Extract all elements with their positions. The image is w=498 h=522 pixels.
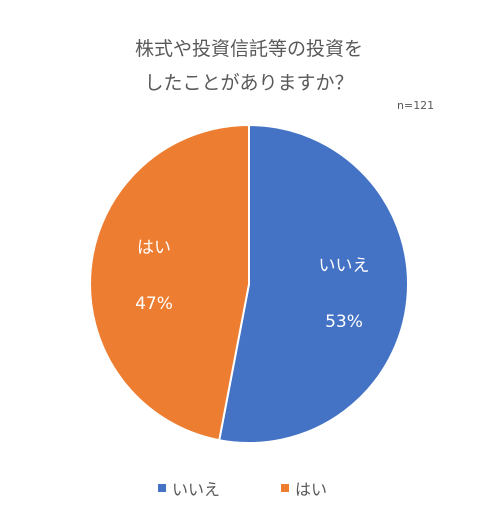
legend-item-no: いいえ <box>158 478 221 499</box>
legend-label-yes: はい <box>295 480 328 499</box>
legend-item-yes: はい <box>281 478 328 499</box>
legend-label-no: いいえ <box>172 480 221 499</box>
pie-slice-yes <box>88 123 250 442</box>
slice-category-label-no: いいえ <box>318 256 369 276</box>
pie-slice-no <box>218 123 409 444</box>
legend-swatch-yes <box>281 484 289 492</box>
slice-category-label-yes: はい <box>137 238 171 258</box>
slice-value-label-no: 53% <box>325 312 363 332</box>
chart-title-line-1: 株式や投資信託等の投資を <box>134 38 363 60</box>
legend-swatch-no <box>158 484 166 492</box>
chart-title-line-2: したことがありますか？ <box>144 72 354 94</box>
sample-size-label: n=121 <box>397 99 435 112</box>
slice-value-label-yes: 47% <box>135 294 173 314</box>
